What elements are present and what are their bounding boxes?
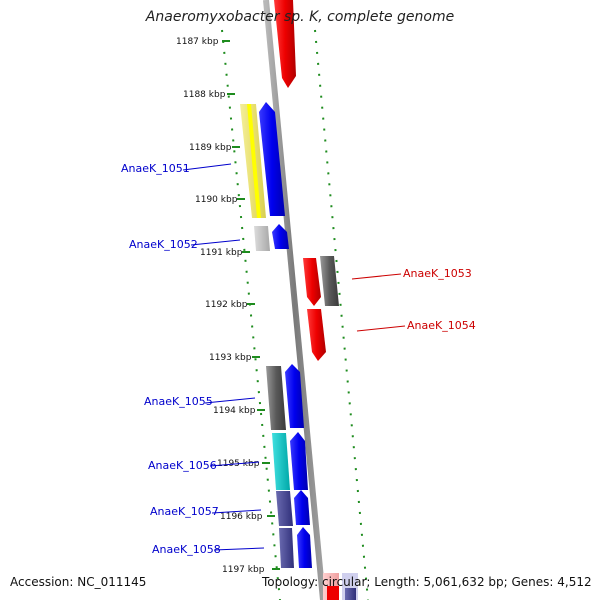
gene-anaek-1057[interactable] bbox=[276, 491, 293, 526]
gene-red-1053[interactable] bbox=[303, 258, 321, 306]
gene-blue-2[interactable] bbox=[272, 224, 289, 249]
gene-label-anaek-1058: AnaeK_1058 bbox=[152, 543, 221, 556]
label-leaders bbox=[182, 163, 406, 551]
map-title: Anaeromyxobacter sp. K, complete genome bbox=[145, 9, 455, 25]
gene-blue-5[interactable] bbox=[294, 490, 310, 525]
gene-label-anaek-1051: AnaeK_1051 bbox=[121, 162, 190, 175]
tick-label: 1189 kbp bbox=[189, 143, 232, 153]
topology-text: Topology: circular; Length: 5,061,632 bp… bbox=[262, 575, 592, 589]
tick-label: 1196 kbp bbox=[220, 512, 263, 522]
genome-backbone bbox=[263, 0, 326, 600]
gene-bottom-red[interactable] bbox=[327, 586, 339, 600]
tick-label: 1187 kbp bbox=[176, 37, 219, 47]
gene-anaek-1056[interactable] bbox=[272, 433, 290, 490]
tick-label: 1197 kbp bbox=[222, 565, 265, 575]
gene-label-anaek-1053: AnaeK_1053 bbox=[403, 267, 472, 280]
scale-ticks: 1187 kbp 1188 kbp 1189 kbp 1190 kbp 1191… bbox=[176, 37, 280, 575]
tick-label: 1191 kbp bbox=[200, 248, 243, 258]
right-grid-line bbox=[314, 29, 369, 600]
tick-label: 1188 kbp bbox=[183, 90, 226, 100]
gene-label-anaek-1052: AnaeK_1052 bbox=[129, 238, 198, 251]
gene-top-red[interactable] bbox=[274, 0, 296, 88]
tick-label: 1194 kbp bbox=[213, 406, 256, 416]
gene-blue-4[interactable] bbox=[290, 432, 308, 490]
gene-blue-3[interactable] bbox=[285, 364, 304, 428]
gene-label-anaek-1057: AnaeK_1057 bbox=[150, 505, 219, 518]
gene-anaek-1055[interactable] bbox=[266, 366, 286, 430]
gene-anaek-1054[interactable] bbox=[307, 309, 326, 361]
gene-anaek-1052[interactable] bbox=[254, 226, 270, 251]
gene-blue-6[interactable] bbox=[297, 527, 312, 568]
gene-anaek-1053[interactable] bbox=[320, 256, 339, 306]
gene-anaek-1058[interactable] bbox=[279, 528, 294, 568]
accession-text: Accession: NC_011145 bbox=[10, 575, 147, 589]
tick-label: 1190 kbp bbox=[195, 195, 238, 205]
tick-label: 1192 kbp bbox=[205, 300, 248, 310]
gene-label-anaek-1054: AnaeK_1054 bbox=[407, 319, 476, 332]
gene-label-anaek-1055: AnaeK_1055 bbox=[144, 395, 213, 408]
tick-label: 1193 kbp bbox=[209, 353, 252, 363]
gene-bottom-purple[interactable] bbox=[345, 588, 356, 600]
gene-anaek-1051-inner bbox=[247, 104, 261, 218]
gene-blue-1[interactable] bbox=[259, 102, 285, 216]
gene-label-anaek-1056: AnaeK_1056 bbox=[148, 459, 217, 472]
left-grid-line bbox=[221, 29, 281, 600]
